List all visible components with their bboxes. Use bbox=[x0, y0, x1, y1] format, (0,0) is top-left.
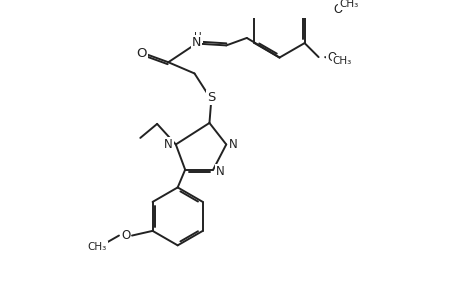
Text: H: H bbox=[194, 32, 202, 42]
Text: N: N bbox=[229, 138, 238, 151]
Text: N: N bbox=[216, 165, 224, 178]
Text: N: N bbox=[163, 138, 172, 151]
Text: CH₃: CH₃ bbox=[88, 242, 107, 252]
Text: O: O bbox=[121, 229, 130, 242]
Text: CH₃: CH₃ bbox=[331, 56, 351, 66]
Text: O: O bbox=[326, 51, 336, 64]
Text: O: O bbox=[136, 47, 146, 60]
Text: S: S bbox=[207, 91, 215, 104]
Text: CH₃: CH₃ bbox=[338, 0, 358, 9]
Text: O: O bbox=[333, 3, 342, 16]
Text: N: N bbox=[191, 36, 201, 49]
